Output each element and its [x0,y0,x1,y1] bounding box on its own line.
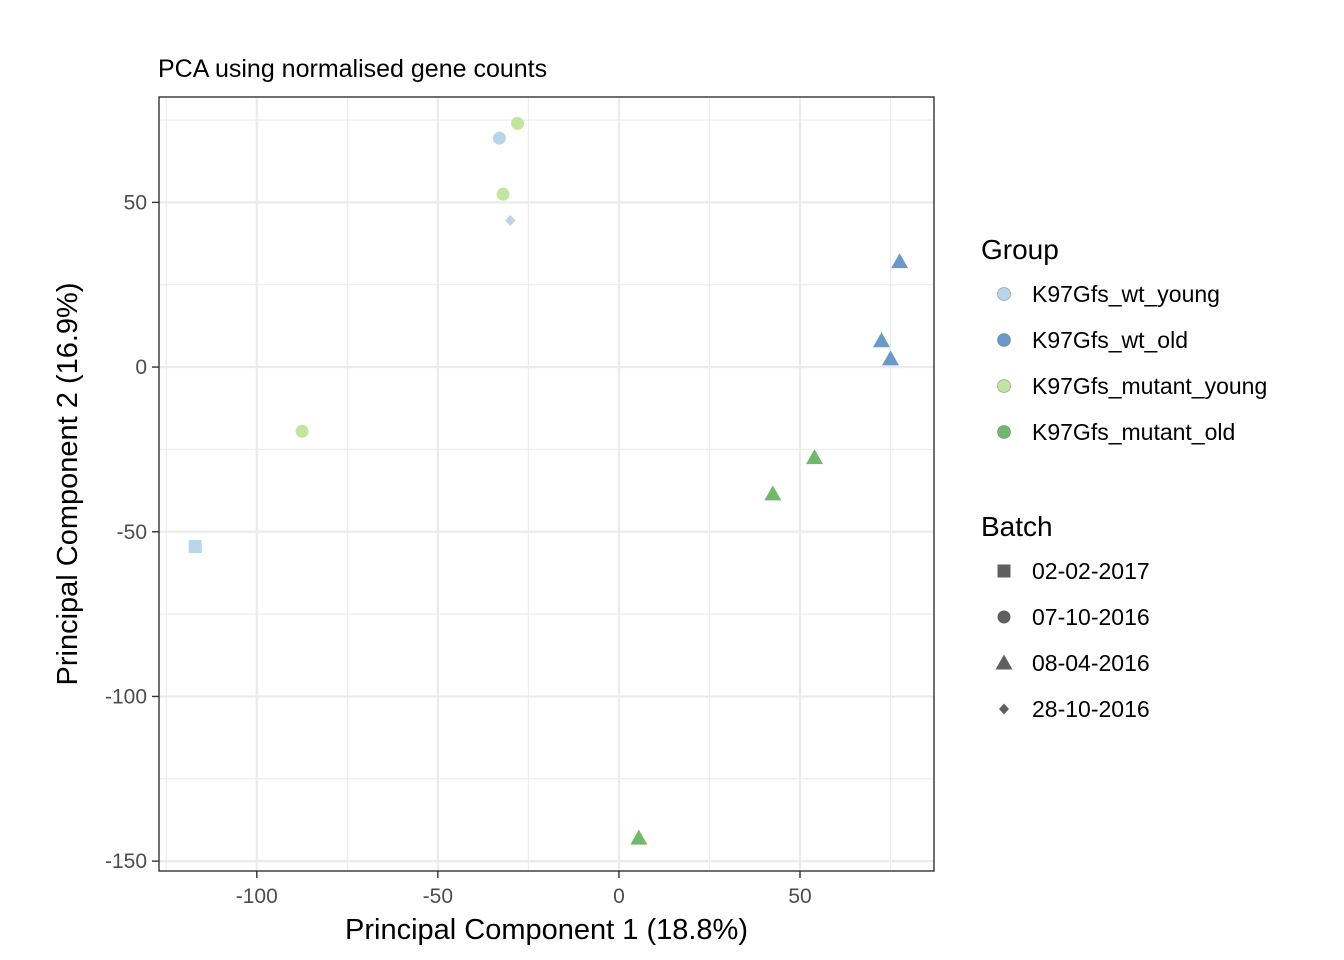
x-axis-title: Principal Component 1 (18.8%) [345,914,748,946]
batch-legend-title: Batch [981,511,1053,542]
x-tick-label: -100 [236,885,278,908]
chart-title: PCA using normalised gene counts [158,55,547,83]
legend-key-batch [999,703,1009,715]
y-tick-label: -100 [105,685,147,708]
legend-label-group: K97Gfs_wt_old [1032,327,1188,353]
legend-key-group [997,379,1011,393]
x-axis: -100 -50 0 50 [236,871,812,908]
panel-border [158,96,935,872]
legend-key-group [997,425,1011,439]
legend-label-batch: 08-04-2016 [1032,650,1150,676]
data-point [496,187,510,201]
data-point [764,485,782,501]
legend-key-group [997,287,1011,301]
data-points [188,116,909,845]
data-point [891,253,909,269]
group-legend-title: Group [981,234,1059,265]
group-legend: Group K97Gfs_wt_young K97Gfs_wt_old K97Gfs… [981,234,1267,445]
legend-label-batch: 02-02-2017 [1032,558,1150,584]
legend-key-batch [997,564,1011,578]
legend-key-group [997,333,1011,347]
legend-label-group: K97Gfs_wt_young [1032,281,1220,307]
legend-key-batch [995,654,1013,670]
data-point [492,131,506,145]
data-point [511,116,525,130]
legend-key-batch [997,610,1011,624]
data-point [805,449,823,465]
data-point [505,215,516,227]
data-point [872,332,890,348]
y-tick-label: -150 [105,850,147,873]
legend-label-group: K97Gfs_mutant_old [1032,419,1235,445]
legend-label-batch: 28-10-2016 [1032,696,1150,722]
data-point [188,540,202,554]
x-tick-label: 50 [788,885,811,908]
plot-panel [158,96,935,872]
y-axis-title: Principal Component 2 (16.9%) [52,283,84,686]
data-point [630,829,648,845]
legend-label-group: K97Gfs_mutant_young [1032,373,1267,399]
legend-label-batch: 07-10-2016 [1032,604,1150,630]
grid-lines [159,97,934,871]
batch-legend: Batch 02-02-2017 07-10-2016 08-04-2016 28-1… [981,511,1150,722]
x-tick-label: -50 [423,885,453,908]
data-point [295,424,309,438]
y-axis: -150 -100 -50 0 50 [105,191,159,873]
data-point [882,350,900,366]
y-tick-label: 50 [124,191,147,214]
x-tick-label: 0 [613,885,625,908]
y-tick-label: -50 [117,521,147,544]
y-tick-label: 0 [135,356,147,379]
